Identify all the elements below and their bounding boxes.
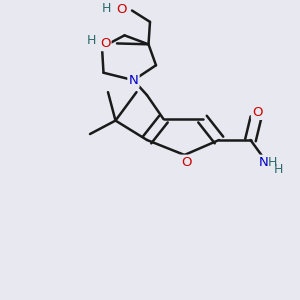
Text: H: H	[273, 163, 283, 176]
Text: O: O	[100, 37, 110, 50]
Text: O: O	[181, 156, 191, 169]
Text: O: O	[252, 106, 263, 119]
Text: H: H	[267, 156, 277, 169]
Text: N: N	[259, 156, 269, 169]
Text: N: N	[129, 74, 138, 87]
Text: O: O	[116, 2, 127, 16]
Text: H: H	[87, 34, 96, 47]
Text: H: H	[102, 2, 111, 15]
